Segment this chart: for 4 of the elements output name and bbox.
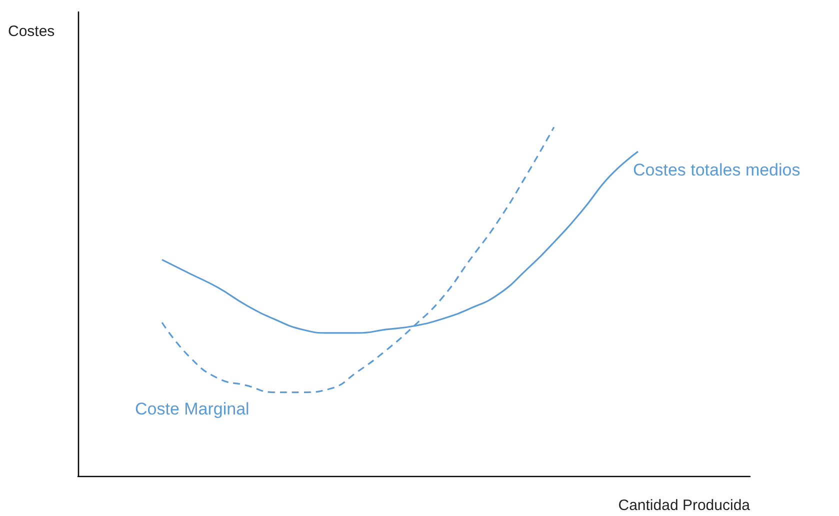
x-axis-title: Cantidad Producida [618,497,751,514]
series-label: Coste Marginal [135,399,250,418]
series-label: Costes totales medios [633,160,800,180]
text: Costes [8,23,55,40]
